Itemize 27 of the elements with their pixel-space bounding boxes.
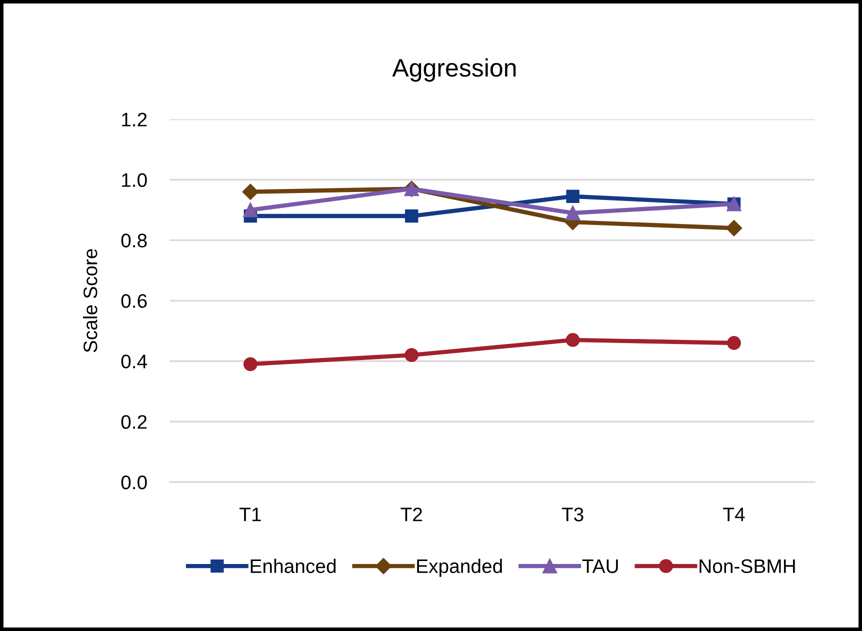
y-tick-label: 0.4	[121, 354, 148, 368]
point	[243, 357, 258, 372]
y-tick-label: 1.0	[122, 173, 147, 187]
point	[566, 190, 580, 203]
y-axis-title: Scale Score	[82, 249, 98, 352]
point	[243, 202, 258, 218]
point	[726, 220, 742, 236]
y-tick-label: 1.2	[122, 112, 147, 126]
point	[566, 333, 580, 347]
point	[727, 336, 741, 350]
chart-title: Aggression	[392, 58, 516, 82]
y-tick-label: 0.6	[121, 294, 147, 308]
x-tick-label: T1	[240, 508, 261, 522]
point	[242, 184, 258, 200]
y-tick-label: 0.2	[121, 415, 147, 429]
point	[566, 206, 580, 220]
x-tick-label: T2	[400, 508, 422, 522]
point	[405, 209, 418, 223]
legend-label: TAU	[582, 560, 618, 574]
legend-label: Expanded	[417, 558, 502, 577]
x-tick-label: T4	[723, 508, 745, 522]
point	[404, 348, 419, 362]
legend-label: Non-SBMH	[700, 559, 795, 574]
y-tick-label: 0.8	[121, 234, 147, 248]
y-tick-label: 0.0	[121, 476, 147, 490]
x-tick-label: T3	[562, 508, 584, 522]
legend-label: Enhanced	[250, 558, 336, 574]
